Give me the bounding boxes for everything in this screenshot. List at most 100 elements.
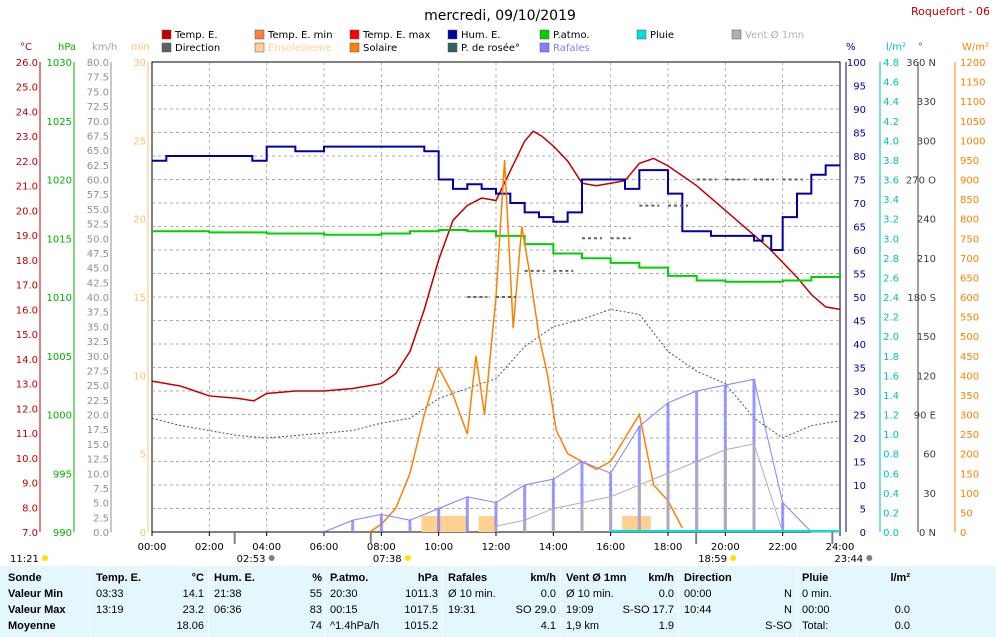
stats-header-unit: km/h xyxy=(648,572,674,584)
stats-cell-time: 00:15 xyxy=(330,604,358,616)
solar-tick: 850 xyxy=(960,195,979,206)
wind-tick: 52.5 xyxy=(87,220,109,231)
hum-tick: 40 xyxy=(853,340,866,351)
solar-tick: 950 xyxy=(960,156,979,167)
hum-tick: 35 xyxy=(853,364,866,375)
legend-label: Hum. E. xyxy=(461,30,500,41)
temp-tick: 8.0 xyxy=(22,503,38,514)
temp-tick: 9.0 xyxy=(22,479,38,490)
stats-cell-value: 0.0 xyxy=(894,620,910,632)
temp-tick: 10.0 xyxy=(16,454,38,465)
time-tick-label: 06:00 xyxy=(310,542,339,553)
wind-tick: 72.5 xyxy=(87,102,109,113)
rain-tick: 2.0 xyxy=(883,332,899,343)
stats-row-label: Valeur Min xyxy=(8,588,64,600)
temp-tick: 25.0 xyxy=(16,83,38,94)
dir-tick: 0 N xyxy=(919,528,936,539)
solar-tick: 300 xyxy=(960,411,979,422)
axis-unit-label: l/m² xyxy=(886,42,906,53)
axes: 26.0 25.0 24.0 23.0 22.0 21.0 20.0 19.0 18.0 17.0… xyxy=(16,58,986,553)
moonset-icon xyxy=(866,555,873,561)
stats-cell-time: 19:31 xyxy=(448,604,476,616)
stats-column-divider xyxy=(208,568,209,636)
press-tick: 995 xyxy=(53,469,72,480)
legend-swatch xyxy=(636,29,647,40)
rain-tick: 0.2 xyxy=(883,508,899,519)
hum-tick: 10 xyxy=(853,481,866,492)
stats-cell-value: 55 xyxy=(309,588,322,600)
rain-tick: 2.2 xyxy=(883,313,899,324)
legend-label: P. de rosée° xyxy=(461,42,520,54)
series-temp-e xyxy=(151,130,841,402)
dir-tick: 210 xyxy=(917,254,936,265)
solar-tick: 400 xyxy=(960,371,979,382)
axis-unit-label: °C xyxy=(20,42,32,53)
hum-tick: 60 xyxy=(853,246,866,257)
rain-tick: 4.4 xyxy=(883,97,899,108)
wind-tick: 32.5 xyxy=(87,337,109,348)
stats-row-label: Moyenne xyxy=(8,620,56,632)
stats-cell-value: 0.0 xyxy=(540,588,556,600)
sun-icon xyxy=(42,555,48,561)
wind-tick: 65.0 xyxy=(87,146,109,157)
dir-tick: 330 xyxy=(917,97,936,108)
stats-header-unit: l/m² xyxy=(890,572,910,584)
dir-tick: 60 xyxy=(923,450,936,461)
stats-cell-time: Ø 10 min. xyxy=(566,588,614,600)
solar-tick: 700 xyxy=(960,254,979,265)
dir-tick: 300 xyxy=(917,136,936,147)
rain-tick: 1.8 xyxy=(883,352,899,363)
solar-tick: 50 xyxy=(960,508,973,519)
rain-tick: 3.6 xyxy=(883,176,899,187)
press-tick: 1010 xyxy=(47,293,72,304)
hum-tick: 95 xyxy=(853,82,866,93)
temp-tick: 18.0 xyxy=(16,256,38,267)
stats-header: P.atmo. xyxy=(330,572,369,584)
weather-chart: mercredi, 09/10/2019 Roquefort - 06 Temp… xyxy=(10,5,990,565)
hum-tick: 5 xyxy=(860,505,866,516)
solar-tick: 250 xyxy=(960,430,979,441)
rain-tick: 3.8 xyxy=(883,156,899,167)
wind-tick: 80.0 xyxy=(87,58,109,69)
moonset-label: 23:44 xyxy=(834,554,863,565)
dir-tick: 30 xyxy=(923,489,936,500)
stats-header: Hum. E. xyxy=(214,572,255,584)
wind-tick: 20.0 xyxy=(87,411,109,422)
temp-tick: 21.0 xyxy=(16,182,38,193)
wind-tick: 47.5 xyxy=(87,249,109,260)
solar-tick: 800 xyxy=(960,215,979,226)
rain-tick: 1.6 xyxy=(883,371,899,382)
solar-tick: 750 xyxy=(960,234,979,245)
stats-header: Direction xyxy=(684,572,732,584)
stats-cell-time: 00:00 xyxy=(802,604,830,616)
time-tick-label: 20:00 xyxy=(711,542,740,553)
moonrise-icon xyxy=(268,555,275,561)
rain-tick: 1.0 xyxy=(883,430,899,441)
stats-header: Sonde xyxy=(8,572,42,584)
wind-tick: 35.0 xyxy=(87,322,109,333)
series-solaire xyxy=(369,159,683,533)
stats-cell-value: N xyxy=(784,604,792,616)
wind-tick: 5.0 xyxy=(93,499,109,510)
legend-swatch xyxy=(539,29,550,40)
stats-cell-time: 00:00 xyxy=(684,588,712,600)
hum-tick: 20 xyxy=(853,434,866,445)
hum-tick: 25 xyxy=(853,411,866,422)
legend-label: Direction xyxy=(175,43,220,54)
sun-tick: 5 xyxy=(140,450,146,461)
rain-tick: 4.2 xyxy=(883,117,899,128)
hum-tick: 0 xyxy=(860,528,866,539)
legend-label: Pluie xyxy=(650,30,674,41)
rain-tick: 2.4 xyxy=(883,293,899,304)
stats-cell-value: 1011.3 xyxy=(405,588,438,600)
stats-cell-value: 4.1 xyxy=(540,620,556,632)
wind-tick: 67.5 xyxy=(87,131,109,142)
sun-tick: 20 xyxy=(133,215,146,226)
rain-tick: 3.4 xyxy=(883,195,899,206)
temp-tick: 12.0 xyxy=(16,404,38,415)
stats-table: Sonde Temp. E. °C Hum. E.% P.atmo. hPa Rafales… xyxy=(0,566,996,637)
stats-cell-time: Total: xyxy=(802,620,829,632)
legend-swatch xyxy=(731,29,742,40)
temp-tick: 19.0 xyxy=(16,231,38,242)
moonrise-label: 02:53 xyxy=(237,554,266,565)
